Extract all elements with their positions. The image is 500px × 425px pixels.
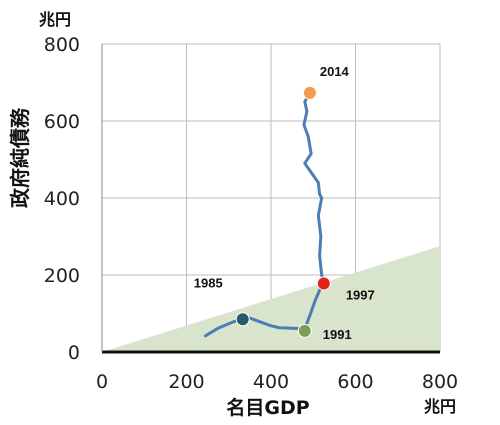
x-axis-label: 名目GDP — [226, 396, 309, 419]
x-tick-label: 0 — [96, 371, 108, 393]
x-tick-label: 600 — [337, 371, 373, 393]
y-tick-label: 200 — [44, 265, 80, 287]
y-axis-label: 政府純債務 — [8, 107, 32, 208]
y-tick-label: 400 — [44, 188, 80, 210]
point-marker-1997 — [316, 276, 331, 291]
axes — [101, 44, 440, 354]
y-tick-label: 800 — [44, 34, 80, 56]
y-tick-labels: 0 200 400 600 800 — [44, 34, 80, 364]
point-label-1997: 1997 — [346, 287, 375, 302]
x-tick-label: 200 — [168, 371, 204, 393]
x-tick-label: 800 — [422, 371, 458, 393]
annotations: 1985 1991 1997 2014 — [194, 64, 375, 342]
point-marker-2014 — [302, 85, 317, 100]
y-tick-label: 0 — [68, 342, 80, 364]
point-label-1991: 1991 — [323, 327, 352, 342]
x-tick-label: 400 — [253, 371, 289, 393]
y-unit-label: 兆円 — [39, 10, 71, 29]
point-label-1985: 1985 — [194, 275, 223, 290]
shaded-area — [102, 246, 440, 352]
x-tick-labels: 0 200 400 600 800 — [96, 371, 458, 393]
grid — [102, 43, 441, 352]
y-tick-label: 600 — [44, 111, 80, 133]
point-marker-1985 — [235, 312, 250, 327]
point-label-2014: 2014 — [320, 64, 350, 79]
x-unit-label: 兆円 — [424, 397, 456, 416]
point-marker-1991 — [297, 323, 312, 338]
